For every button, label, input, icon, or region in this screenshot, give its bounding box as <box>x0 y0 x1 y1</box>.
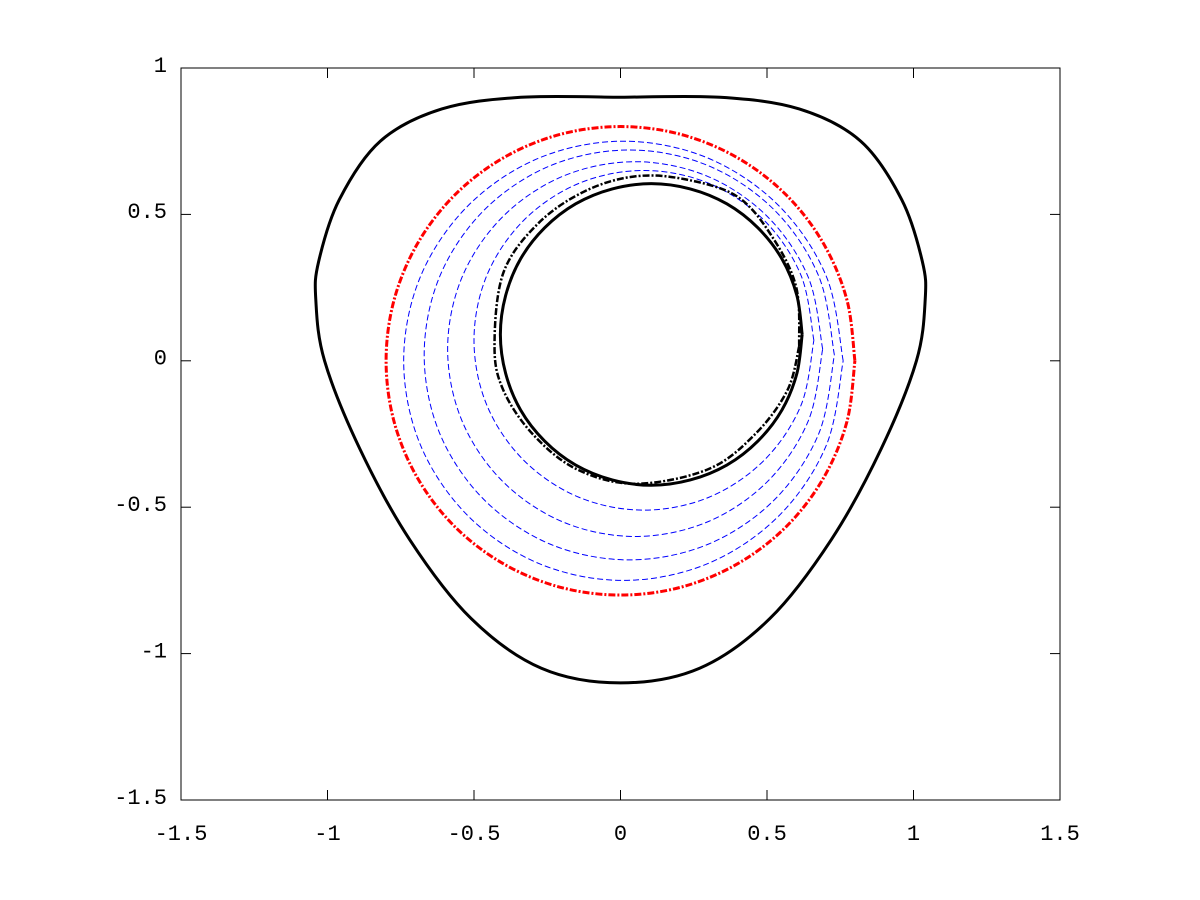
x-tick-label: -1 <box>314 822 340 847</box>
x-tick-label: 0 <box>614 822 627 847</box>
x-tick-label: 0.5 <box>747 822 787 847</box>
curve <box>493 174 801 486</box>
curve <box>423 149 835 561</box>
curve <box>498 182 804 487</box>
x-tick-label: 1 <box>907 822 920 847</box>
y-tick-label: -0.5 <box>114 493 167 518</box>
x-tick-label: 1.5 <box>1040 822 1080 847</box>
y-tick-label: 0.5 <box>127 200 167 225</box>
y-tick-label: -1.5 <box>114 786 167 811</box>
curve <box>384 125 857 597</box>
y-tick-label: -1 <box>141 639 167 664</box>
x-tick-label: -1.5 <box>155 822 208 847</box>
y-tick-label: 1 <box>154 54 167 79</box>
x-tick-label: -0.5 <box>448 822 501 847</box>
curve <box>447 161 824 537</box>
y-tick-label: 0 <box>154 347 167 372</box>
curve <box>403 140 844 581</box>
curve <box>313 94 928 685</box>
curve <box>473 169 815 511</box>
